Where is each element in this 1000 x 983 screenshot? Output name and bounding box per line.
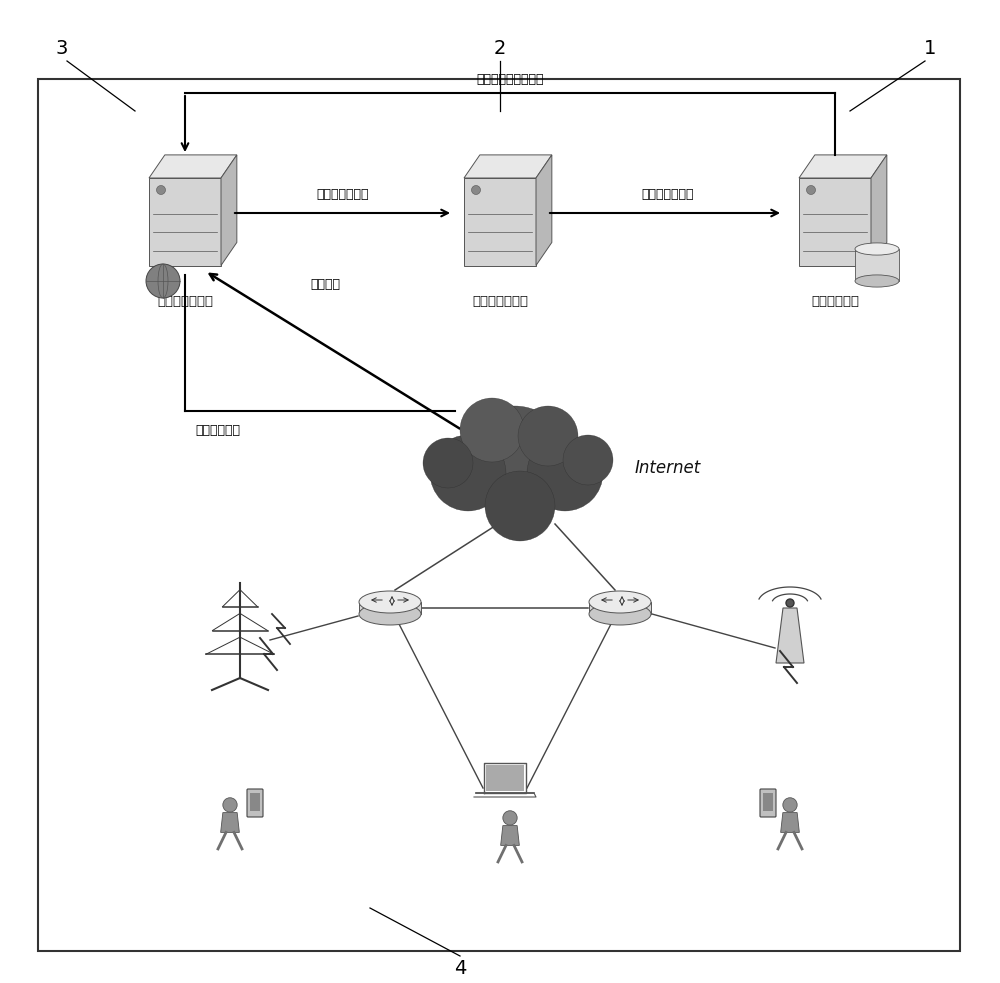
Polygon shape (763, 793, 773, 811)
Text: 學習及交互數據: 學習及交互數據 (641, 188, 694, 201)
Text: 數據處理服務器: 數據處理服務器 (472, 295, 528, 308)
Circle shape (146, 264, 180, 298)
Circle shape (783, 798, 797, 812)
Text: 用戶交互數據: 用戶交互數據 (195, 424, 240, 437)
Text: 數據庫服務器: 數據庫服務器 (811, 295, 859, 308)
Polygon shape (486, 765, 524, 791)
FancyBboxPatch shape (38, 79, 960, 951)
Text: 統計及聚類分析結果: 統計及聚類分析結果 (476, 73, 544, 86)
Circle shape (430, 435, 506, 511)
Polygon shape (149, 155, 237, 178)
Text: 2: 2 (494, 38, 506, 57)
Polygon shape (781, 813, 799, 833)
Text: 3: 3 (56, 38, 68, 57)
Circle shape (806, 186, 816, 195)
Polygon shape (464, 178, 536, 265)
Polygon shape (799, 178, 871, 265)
Circle shape (563, 435, 613, 485)
Text: 結果數據: 結果數據 (310, 278, 340, 292)
Circle shape (518, 406, 578, 466)
Ellipse shape (855, 275, 899, 287)
Text: 4: 4 (454, 959, 466, 978)
Polygon shape (221, 155, 237, 265)
Circle shape (485, 471, 555, 541)
Circle shape (503, 811, 517, 825)
Ellipse shape (359, 603, 421, 625)
Polygon shape (799, 155, 887, 178)
Polygon shape (855, 249, 899, 281)
Polygon shape (221, 813, 239, 833)
Ellipse shape (589, 591, 651, 613)
FancyBboxPatch shape (247, 789, 263, 817)
Text: 預處理后的數據: 預處理后的數據 (316, 188, 369, 201)
Ellipse shape (359, 591, 421, 613)
Polygon shape (250, 793, 260, 811)
Circle shape (460, 398, 524, 462)
Circle shape (786, 599, 794, 607)
Polygon shape (776, 608, 804, 663)
Polygon shape (589, 602, 651, 614)
Circle shape (157, 186, 166, 195)
FancyBboxPatch shape (760, 789, 776, 817)
Circle shape (223, 798, 237, 812)
Ellipse shape (855, 243, 899, 255)
Polygon shape (149, 178, 221, 265)
Text: 應用程序服務器: 應用程序服務器 (157, 295, 213, 308)
Text: 1: 1 (924, 38, 936, 57)
Polygon shape (501, 826, 519, 845)
Text: Internet: Internet (635, 459, 701, 477)
Ellipse shape (589, 603, 651, 625)
Polygon shape (871, 155, 887, 265)
Polygon shape (464, 155, 552, 178)
Circle shape (423, 438, 473, 488)
Circle shape (463, 406, 567, 510)
Polygon shape (359, 602, 421, 614)
Polygon shape (536, 155, 552, 265)
Circle shape (472, 186, 480, 195)
Circle shape (527, 435, 603, 511)
